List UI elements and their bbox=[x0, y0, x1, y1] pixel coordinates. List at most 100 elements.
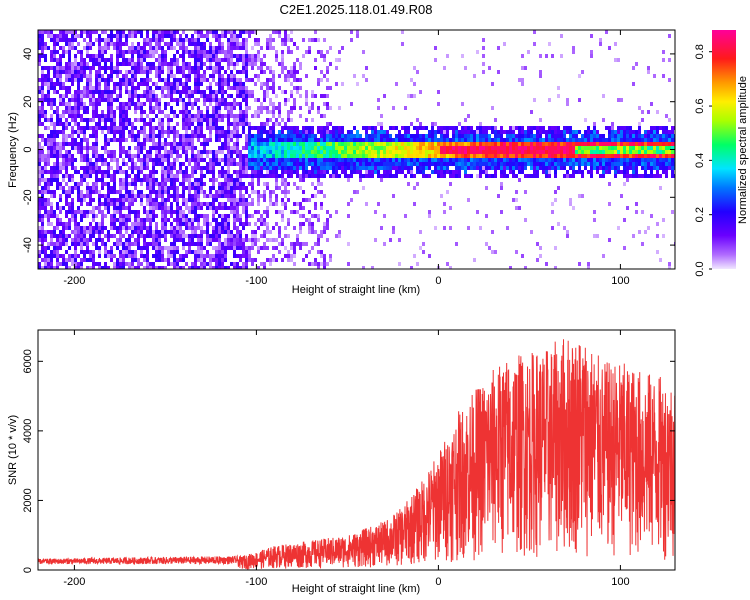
spectrogram-cell bbox=[212, 210, 215, 214]
spectrogram-cell bbox=[134, 74, 137, 78]
spectrogram-cell bbox=[74, 98, 77, 102]
spectrogram-cell bbox=[185, 178, 188, 182]
spectrogram-cell bbox=[191, 202, 194, 206]
spectrogram-cell bbox=[173, 218, 176, 222]
spectrogram-cell bbox=[395, 154, 398, 158]
spectrogram-cell bbox=[143, 78, 146, 82]
spectrogram-cell bbox=[227, 102, 230, 106]
spectrogram-cell bbox=[92, 114, 95, 118]
spectrogram-cell bbox=[269, 110, 272, 114]
spectrogram-cell bbox=[128, 106, 131, 110]
spectrogram-cell bbox=[146, 178, 149, 182]
spectrogram-cell bbox=[416, 142, 419, 146]
spectrogram-cell bbox=[245, 206, 248, 210]
spectrogram-cell bbox=[167, 230, 170, 234]
spectrogram-cell bbox=[143, 38, 146, 42]
spectrogram-cell bbox=[317, 138, 320, 142]
spectrogram-cell bbox=[113, 90, 116, 94]
spectrogram-cell bbox=[89, 66, 92, 70]
spectrogram-cell bbox=[107, 238, 110, 242]
spectrogram-cell bbox=[119, 46, 122, 50]
spectrogram-cell bbox=[263, 222, 266, 226]
spectrogram-cell bbox=[170, 202, 173, 206]
spectrogram-cell bbox=[284, 134, 287, 138]
spectrogram-cell bbox=[173, 46, 176, 50]
spectrogram-cell bbox=[368, 138, 371, 142]
spectrogram-cell bbox=[389, 162, 392, 166]
spectrogram-cell bbox=[206, 238, 209, 242]
spectrogram-cell bbox=[290, 258, 293, 262]
spectrogram-cell bbox=[293, 126, 296, 130]
spectrogram-cell bbox=[104, 90, 107, 94]
spectrogram-cell bbox=[233, 222, 236, 226]
spectrogram-cell bbox=[566, 146, 569, 150]
spectrogram-cell bbox=[92, 106, 95, 110]
spectrogram-cell bbox=[212, 166, 215, 170]
spectrogram-cell bbox=[251, 214, 254, 218]
spectrogram-cell bbox=[221, 246, 224, 250]
spectrogram-cell bbox=[164, 86, 167, 90]
spectrogram-cell bbox=[80, 34, 83, 38]
spectrogram-cell bbox=[311, 138, 314, 142]
spectrogram-cell bbox=[323, 54, 326, 58]
spectrogram-cell bbox=[266, 238, 269, 242]
spectrogram-cell bbox=[467, 134, 470, 138]
spectrogram-cell bbox=[152, 46, 155, 50]
spectrogram-cell bbox=[272, 238, 275, 242]
spectrogram-cell bbox=[299, 158, 302, 162]
spectrogram-cell bbox=[413, 254, 416, 258]
spectrogram-cell bbox=[209, 98, 212, 102]
spectrogram-cell bbox=[140, 182, 143, 186]
spectrogram-cell bbox=[209, 162, 212, 166]
spectrogram-cell bbox=[428, 158, 431, 162]
spectrogram-cell bbox=[293, 158, 296, 162]
spectrogram-cell bbox=[197, 106, 200, 110]
spectrogram-cell bbox=[341, 162, 344, 166]
spectrogram-cell bbox=[143, 142, 146, 146]
spectrogram-cell bbox=[278, 154, 281, 158]
spectrogram-cell bbox=[86, 214, 89, 218]
spectrogram-cell bbox=[215, 234, 218, 238]
spectrogram-cell bbox=[404, 174, 407, 178]
spectrogram-cell bbox=[98, 38, 101, 42]
spectrogram-cell bbox=[329, 146, 332, 150]
spectrogram-cell bbox=[521, 142, 524, 146]
spectrogram-cell bbox=[86, 186, 89, 190]
spectrogram-cell bbox=[107, 58, 110, 62]
spectrogram-cell bbox=[518, 138, 521, 142]
spectrogram-cell bbox=[446, 146, 449, 150]
spectrogram-cell bbox=[218, 98, 221, 102]
spectrogram-cell bbox=[38, 198, 41, 202]
spectrogram-cell bbox=[245, 30, 248, 34]
spectrogram-cell bbox=[401, 154, 404, 158]
spectrogram-cell bbox=[185, 146, 188, 150]
spectrogram-cell bbox=[371, 266, 374, 269]
spectrogram-cell bbox=[497, 46, 500, 50]
spectrogram-cell bbox=[143, 226, 146, 230]
spectrogram-cell bbox=[452, 126, 455, 130]
spectrogram-cell bbox=[266, 42, 269, 46]
spectrogram-cell bbox=[425, 134, 428, 138]
spectrogram-cell bbox=[107, 130, 110, 134]
spectrogram-cell bbox=[209, 254, 212, 258]
spectrogram-cell bbox=[218, 66, 221, 70]
spectrogram-cell bbox=[362, 186, 365, 190]
spectrogram-cell bbox=[218, 42, 221, 46]
spectrogram-cell bbox=[143, 90, 146, 94]
spectrogram-cell bbox=[185, 214, 188, 218]
spectrogram-cell bbox=[239, 154, 242, 158]
spectrogram-cell bbox=[296, 186, 299, 190]
spectrogram-cell bbox=[320, 174, 323, 178]
spectrogram-cell bbox=[374, 170, 377, 174]
spectrogram-cell bbox=[164, 210, 167, 214]
spectrogram-cell bbox=[89, 74, 92, 78]
spectrogram-cell bbox=[80, 150, 83, 154]
spectrogram-cell bbox=[80, 242, 83, 246]
spectrogram-cell bbox=[320, 138, 323, 142]
spectrogram-cell bbox=[44, 258, 47, 262]
spectrogram-cell bbox=[245, 42, 248, 46]
spectrogram-cell bbox=[89, 46, 92, 50]
spectrogram-cell bbox=[173, 178, 176, 182]
spectrogram-cell bbox=[182, 102, 185, 106]
spectrogram-cell bbox=[194, 70, 197, 74]
